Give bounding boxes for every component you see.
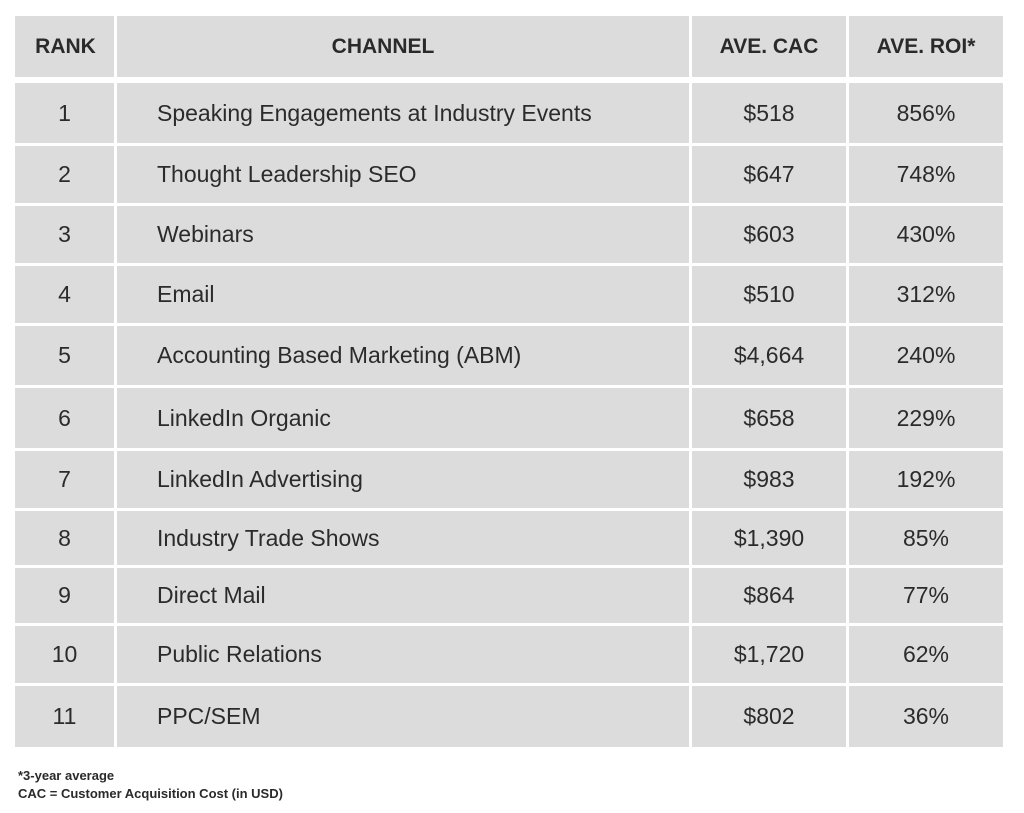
cac-cell: $4,664 — [692, 326, 849, 385]
rank-cell: 11 — [15, 686, 117, 747]
table-row: 10 Public Relations $1,720 62% — [15, 626, 1003, 686]
rank-cell: 6 — [15, 388, 117, 448]
channel-cell: Email — [117, 266, 692, 323]
rank-cell: 1 — [15, 83, 117, 143]
table-row: 8 Industry Trade Shows $1,390 85% — [15, 511, 1003, 568]
cac-footnote: CAC = Customer Acquisition Cost (in USD) — [18, 786, 283, 801]
roi-cell: 312% — [896, 281, 956, 307]
table-body: 1 Speaking Engagements at Industry Events… — [15, 83, 1003, 747]
roi-cell: 77% — [902, 582, 950, 608]
rank-cell: 10 — [15, 626, 117, 683]
roi-cell: 85% — [902, 524, 950, 551]
cac-cell: $1,390 — [692, 511, 849, 565]
roi-cell: 36% — [902, 703, 950, 729]
roi-cell: 229% — [896, 404, 956, 431]
channel-cell: Speaking Engagements at Industry Events — [117, 83, 692, 143]
channel-cell: Direct Mail — [117, 568, 692, 623]
cac-cell: $510 — [692, 266, 849, 323]
channel-cell: Webinars — [117, 206, 692, 263]
cac-cell: $864 — [692, 568, 849, 623]
rank-cell: 4 — [15, 266, 117, 323]
header-channel: CHANNEL — [117, 16, 692, 77]
cac-cell: $1,720 — [692, 626, 849, 683]
rank-cell: 5 — [15, 326, 117, 385]
table-row: 1 Speaking Engagements at Industry Events… — [15, 83, 1003, 146]
channel-cell: Industry Trade Shows — [117, 511, 692, 565]
channel-cell: Public Relations — [117, 626, 692, 683]
roi-cell: 192% — [896, 466, 956, 492]
rank-cell: 2 — [15, 146, 117, 203]
table-header-row: RANK CHANNEL AVE. CAC AVE. ROI* — [15, 16, 1003, 77]
cac-cell: $983 — [692, 451, 849, 508]
header-rank: RANK — [15, 16, 117, 77]
roi-cell: 240% — [896, 342, 956, 368]
rank-cell: 9 — [15, 568, 117, 623]
channel-cell: PPC/SEM — [117, 686, 692, 747]
table-row: 4 Email $510 312% — [15, 266, 1003, 326]
roi-cell: 430% — [896, 221, 956, 247]
table-row: 2 Thought Leadership SEO $647 748% — [15, 146, 1003, 206]
header-ave-cac: AVE. CAC — [692, 16, 849, 77]
roi-cell: 62% — [902, 641, 950, 667]
header-ave-roi: AVE. ROI* — [849, 16, 1003, 77]
cac-cell: $603 — [692, 206, 849, 263]
rank-cell: 8 — [15, 511, 117, 565]
channel-cell: LinkedIn Advertising — [117, 451, 692, 508]
table-row: 5 Accounting Based Marketing (ABM) $4,664 2… — [15, 326, 1003, 388]
rank-cell: 3 — [15, 206, 117, 263]
roi-cell: 748% — [896, 161, 956, 187]
channel-cell: Thought Leadership SEO — [117, 146, 692, 203]
table-row: 9 Direct Mail $864 77% — [15, 568, 1003, 626]
table-row: 11 PPC/SEM $802 36% — [15, 686, 1003, 747]
cac-cell: $802 — [692, 686, 849, 747]
roi-footnote: *3-year average — [18, 768, 115, 783]
cac-cell: $518 — [692, 83, 849, 143]
cac-cell: $658 — [692, 388, 849, 448]
table-row: 3 Webinars $603 430% — [15, 206, 1003, 266]
channel-cell: LinkedIn Organic — [117, 388, 692, 448]
channel-cell: Accounting Based Marketing (ABM) — [117, 326, 692, 385]
cac-cell: $647 — [692, 146, 849, 203]
table-row: 6 LinkedIn Organic $658 229% — [15, 388, 1003, 451]
rank-cell: 7 — [15, 451, 117, 508]
table-row: 7 LinkedIn Advertising $983 192% — [15, 451, 1003, 511]
channel-table: RANK CHANNEL AVE. CAC AVE. ROI* 1 Speakin… — [15, 16, 1003, 747]
roi-cell: 856% — [896, 99, 956, 126]
footnotes: *3-year average CAC = Customer Acquisiti… — [18, 767, 283, 803]
